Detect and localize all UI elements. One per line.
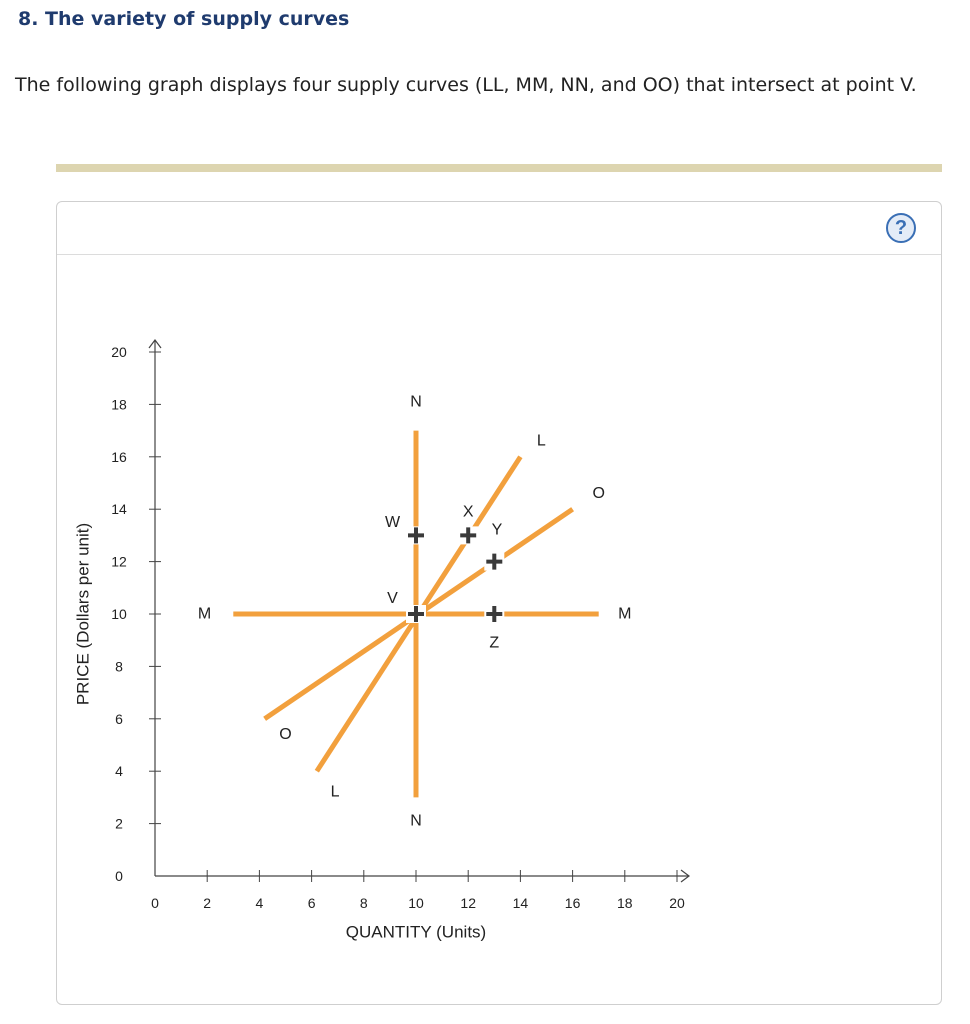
curve-label-ll: L — [331, 784, 340, 801]
curve-label-oo: O — [279, 726, 291, 743]
y-tick-label: 10 — [111, 606, 127, 622]
point-marker-y — [486, 553, 503, 570]
curve-label-ll: L — [537, 433, 546, 450]
curve-label-nn: N — [410, 812, 422, 829]
x-tick-label: 20 — [669, 895, 685, 911]
y-tick-label: 0 — [115, 868, 123, 884]
point-label-w: W — [385, 514, 401, 531]
question-description: The following graph displays four supply… — [15, 74, 917, 96]
y-tick-label: 8 — [115, 658, 123, 674]
y-tick-label: 18 — [111, 396, 127, 412]
point-label-v: V — [387, 590, 398, 607]
point-marker-v — [408, 606, 424, 622]
x-axis-title: QUANTITY (Units) — [346, 923, 486, 942]
question-title: 8. The variety of supply curves — [18, 8, 350, 30]
graph-panel: ? — [56, 201, 942, 1005]
x-tick-label: 14 — [513, 895, 529, 911]
point-marker-x — [460, 527, 477, 544]
curve-label-mm: M — [198, 606, 211, 623]
y-axis-arrow — [148, 339, 162, 349]
curve-label-oo: O — [592, 485, 604, 502]
y-tick-label: 20 — [111, 344, 127, 360]
x-tick-label: 16 — [565, 895, 581, 911]
x-tick-label: 4 — [256, 895, 264, 911]
help-icon[interactable]: ? — [886, 213, 916, 243]
section-divider — [56, 164, 942, 172]
y-tick-label: 4 — [115, 763, 123, 779]
point-label-x: X — [463, 503, 474, 520]
x-tick-label: 18 — [617, 895, 633, 911]
point-marker-z — [486, 606, 503, 622]
point-marker-w — [408, 527, 424, 544]
y-tick-label: 16 — [111, 449, 127, 465]
curve-label-nn: N — [410, 393, 422, 410]
y-tick-label: 6 — [115, 711, 123, 727]
x-tick-label: 12 — [460, 895, 476, 911]
x-tick-label: 2 — [203, 895, 211, 911]
point-label-z: Z — [489, 634, 499, 651]
x-tick-label: 10 — [408, 895, 424, 911]
y-axis-title: PRICE (Dollars per unit) — [74, 523, 93, 705]
curve-label-mm: M — [618, 606, 631, 623]
point-label-y: Y — [492, 522, 503, 539]
y-tick-label: 14 — [111, 501, 127, 517]
x-tick-label: 8 — [360, 895, 368, 911]
x-tick-label: 0 — [151, 895, 159, 911]
x-tick-label: 6 — [308, 895, 316, 911]
x-axis-arrow — [680, 869, 690, 883]
y-tick-label: 12 — [111, 554, 127, 570]
panel-header-divider — [57, 254, 941, 255]
y-tick-label: 2 — [115, 816, 123, 832]
